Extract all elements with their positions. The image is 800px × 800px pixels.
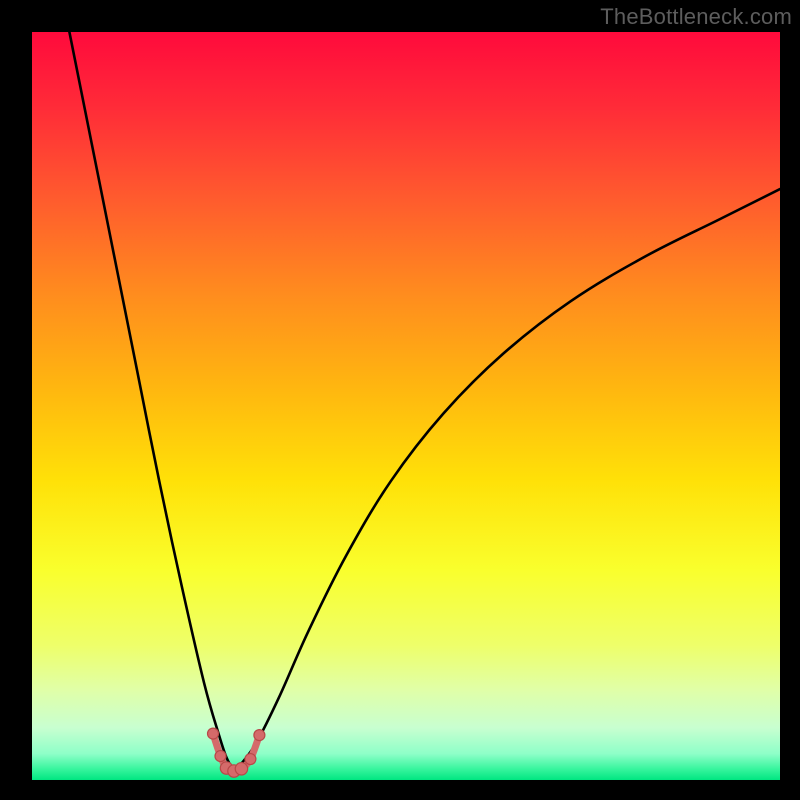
watermark-text: TheBottleneck.com (600, 4, 792, 30)
plot-area (32, 32, 780, 780)
chart-svg (32, 32, 780, 780)
chart-container: TheBottleneck.com (0, 0, 800, 800)
